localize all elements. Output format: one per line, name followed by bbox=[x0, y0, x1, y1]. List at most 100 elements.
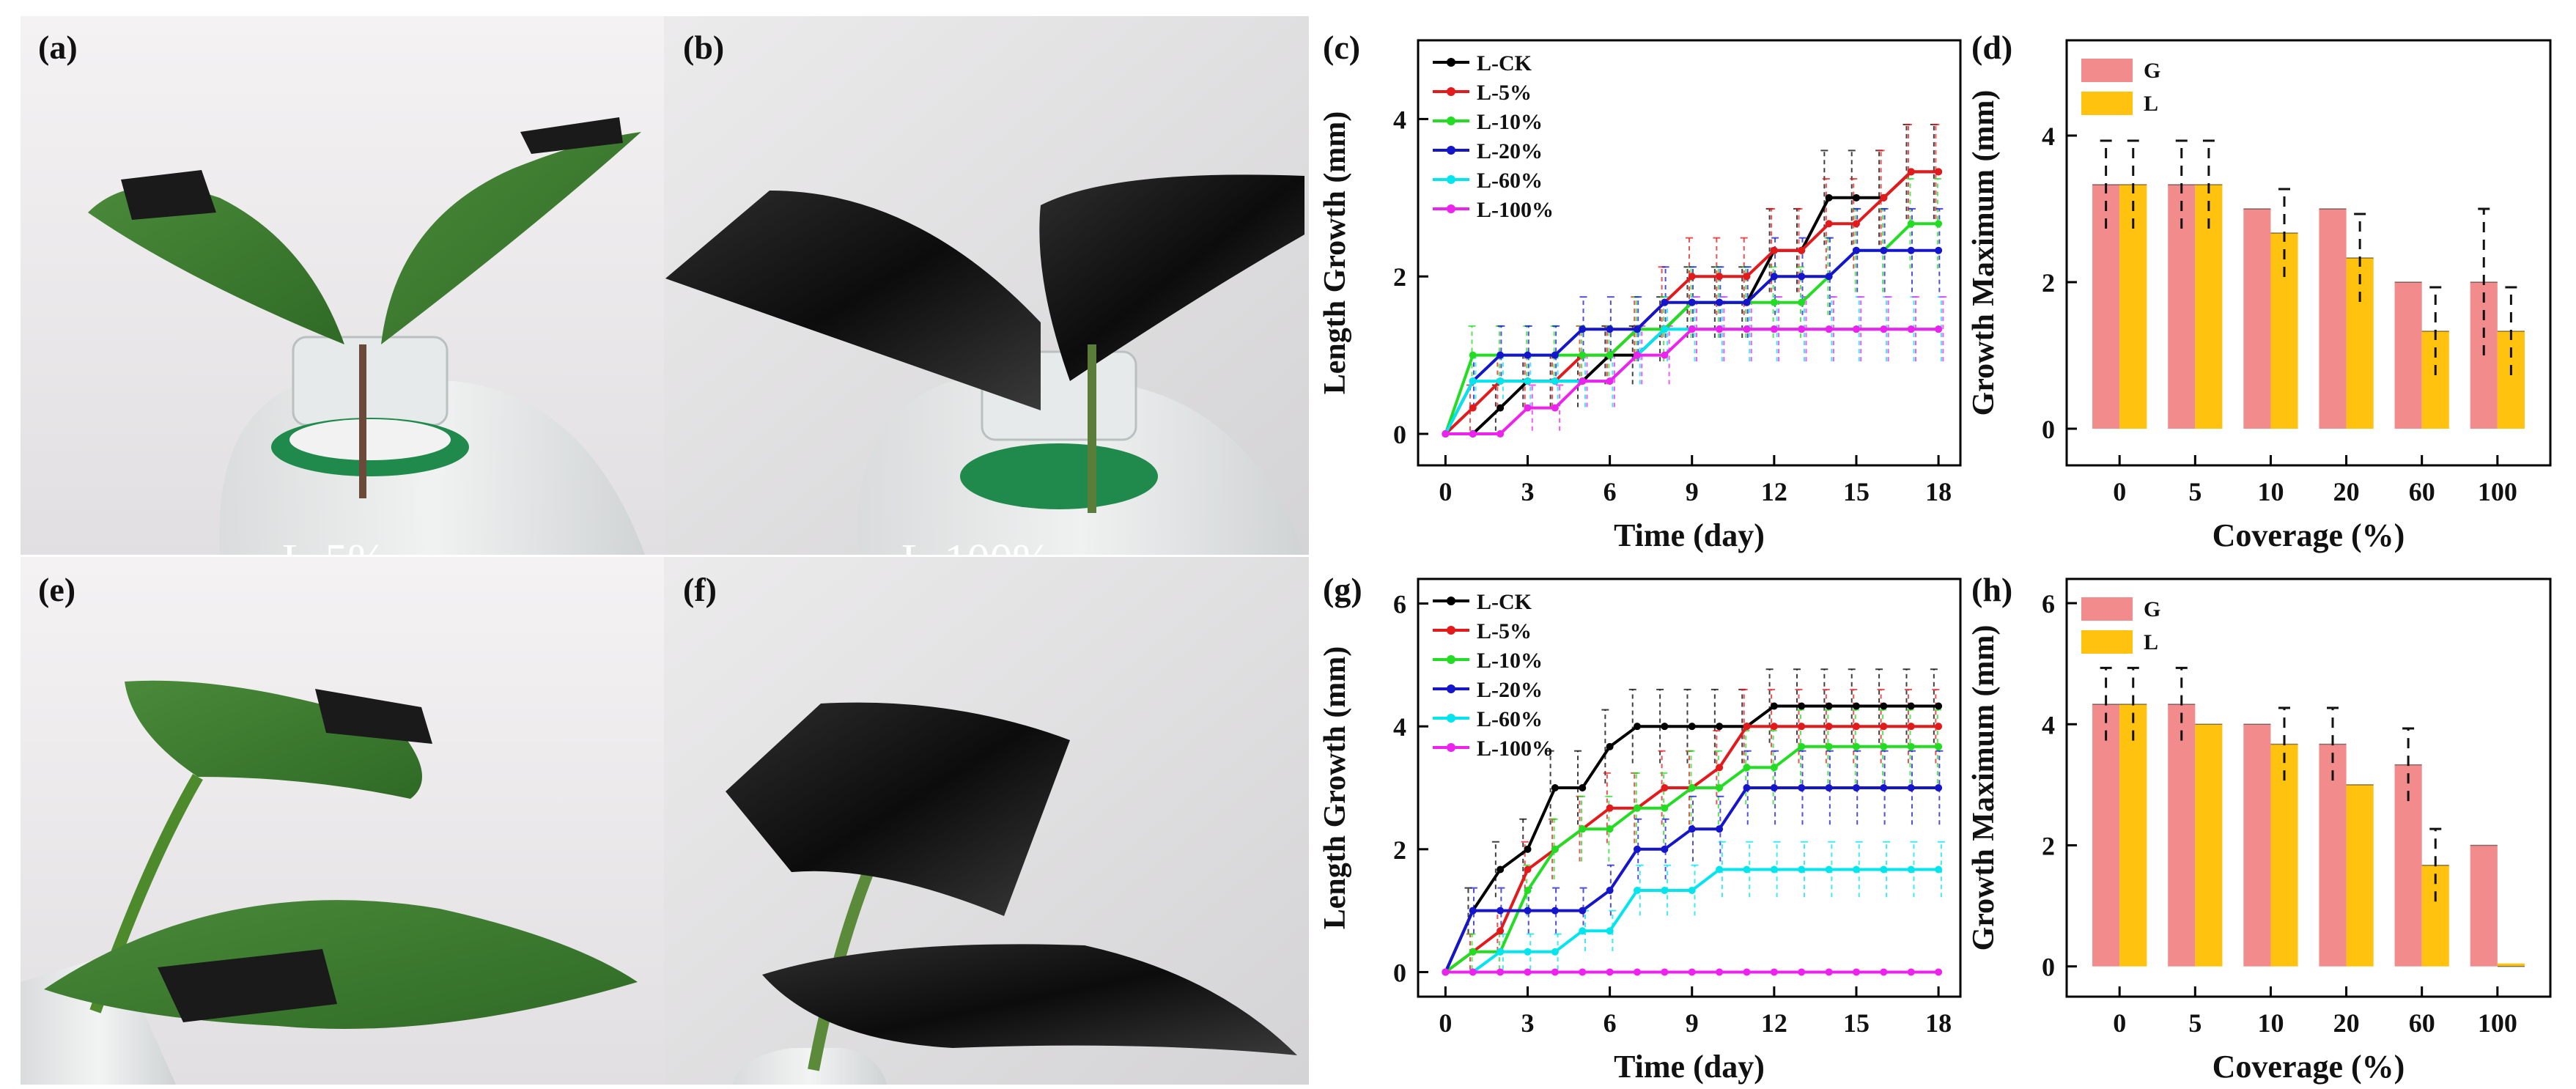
x-tick-label: 100 bbox=[2478, 1008, 2517, 1038]
series-line-L-20% bbox=[1444, 786, 1939, 973]
film-patch-e-bottom bbox=[158, 949, 337, 1022]
data-point-L-20% bbox=[1579, 907, 1587, 915]
photo-b: (b) L-100% bbox=[664, 16, 1309, 586]
x-tick-label: 9 bbox=[1686, 477, 1699, 506]
data-point-L-60% bbox=[1579, 927, 1587, 935]
photo-a: (a) L-5% bbox=[21, 16, 664, 586]
y-axis-title: Length Growth (mm) bbox=[1318, 646, 1352, 930]
data-point-L-5% bbox=[1880, 723, 1888, 731]
data-point-L-60% bbox=[1496, 948, 1505, 956]
data-point-L-20% bbox=[1770, 273, 1778, 281]
legend-marker-L-5% bbox=[1447, 626, 1455, 635]
data-point-L-10% bbox=[1606, 825, 1614, 833]
x-tick-label: 12 bbox=[1761, 1008, 1787, 1038]
x-tick-label: 0 bbox=[2113, 477, 2126, 506]
x-tick-label: 6 bbox=[1603, 477, 1617, 506]
data-point-L-100% bbox=[1442, 968, 1450, 976]
y-tick-label: 4 bbox=[2042, 710, 2055, 739]
data-point-L-20% bbox=[1825, 784, 1833, 791]
data-point-L-5% bbox=[1907, 723, 1915, 731]
y-tick-label: 0 bbox=[1393, 958, 1406, 987]
data-point-L-100% bbox=[1935, 325, 1943, 333]
data-point-L-5% bbox=[1880, 193, 1888, 202]
data-point-L-100% bbox=[1825, 325, 1833, 333]
data-point-L-20% bbox=[1907, 246, 1915, 254]
data-point-L-10% bbox=[1606, 351, 1614, 359]
y-axis-title: Growth Maximum (mm) bbox=[1967, 625, 2001, 951]
legend-label-L-5%: L-5% bbox=[1477, 81, 1532, 105]
legend-marker-L-20% bbox=[1447, 146, 1455, 155]
data-point-L-CK bbox=[1606, 742, 1614, 750]
data-point-L-20% bbox=[1606, 325, 1614, 333]
x-tick-label: 18 bbox=[1925, 1008, 1952, 1038]
data-point-L-100% bbox=[1798, 968, 1806, 976]
data-point-L-20% bbox=[1716, 825, 1724, 833]
x-tick-label: 10 bbox=[2257, 1008, 2284, 1038]
bar-G bbox=[2168, 704, 2196, 967]
data-point-L-60% bbox=[1907, 865, 1915, 874]
data-point-L-10% bbox=[1551, 845, 1559, 853]
x-tick-label: 6 bbox=[1603, 1008, 1617, 1038]
data-point-L-5% bbox=[1716, 764, 1724, 772]
data-point-L-5% bbox=[1935, 723, 1943, 731]
data-point-L-60% bbox=[1524, 377, 1532, 385]
data-point-L-CK bbox=[1661, 723, 1669, 731]
leaf-a-left bbox=[88, 186, 344, 344]
legend-marker-L-100% bbox=[1447, 204, 1455, 213]
photo-a-label: (a) bbox=[38, 29, 78, 66]
legend-label-L-10%: L-10% bbox=[1477, 110, 1543, 134]
film-patch-a-right bbox=[520, 117, 623, 154]
bottle-cap-ring-b bbox=[960, 443, 1158, 509]
bar-G bbox=[2319, 209, 2347, 429]
data-point-L-5% bbox=[1825, 220, 1833, 228]
x-tick-label: 12 bbox=[1761, 477, 1787, 506]
data-point-L-20% bbox=[1606, 886, 1614, 894]
data-point-L-20% bbox=[1852, 246, 1860, 254]
legend-swatch-G bbox=[2081, 59, 2133, 82]
data-point-L-60% bbox=[1524, 948, 1532, 956]
data-point-L-5% bbox=[1661, 784, 1669, 791]
data-point-L-20% bbox=[1743, 298, 1751, 306]
x-tick-label: 5 bbox=[2188, 1008, 2202, 1038]
data-point-L-5% bbox=[1935, 168, 1943, 176]
data-point-L-60% bbox=[1661, 325, 1669, 333]
data-point-L-CK bbox=[1852, 702, 1860, 710]
data-point-L-10% bbox=[1661, 804, 1669, 812]
data-point-L-CK bbox=[1496, 865, 1505, 874]
data-point-L-60% bbox=[1798, 865, 1806, 874]
data-point-L-100% bbox=[1524, 404, 1532, 412]
data-point-L-60% bbox=[1770, 865, 1778, 874]
data-point-L-5% bbox=[1852, 723, 1860, 731]
data-point-L-10% bbox=[1798, 298, 1806, 306]
data-point-L-100% bbox=[1551, 404, 1559, 412]
data-point-L-5% bbox=[1716, 273, 1724, 281]
data-point-L-10% bbox=[1743, 764, 1751, 772]
legend-label-G: G bbox=[2144, 597, 2160, 621]
data-point-L-CK bbox=[1496, 404, 1505, 412]
bar-L bbox=[2421, 331, 2449, 429]
data-point-L-5% bbox=[1852, 220, 1860, 228]
film-b-left-top bbox=[665, 191, 1041, 410]
y-tick-label: 6 bbox=[2042, 589, 2055, 619]
y-tick-label: 4 bbox=[1393, 105, 1406, 134]
y-tick-label: 2 bbox=[1393, 262, 1406, 292]
data-point-L-100% bbox=[1524, 968, 1532, 976]
data-point-L-5% bbox=[1770, 723, 1778, 731]
data-point-L-100% bbox=[1688, 325, 1696, 333]
data-point-L-20% bbox=[1469, 907, 1477, 915]
data-point-L-100% bbox=[1633, 351, 1641, 359]
data-point-L-20% bbox=[1688, 298, 1696, 306]
x-axis-title: Coverage (%) bbox=[2213, 517, 2405, 553]
data-point-L-5% bbox=[1469, 404, 1477, 412]
legend-label-L: L bbox=[2144, 92, 2158, 116]
data-point-L-20% bbox=[1852, 784, 1860, 791]
series-line-L-60% bbox=[1444, 328, 1939, 435]
data-point-L-20% bbox=[1524, 351, 1532, 359]
data-point-L-60% bbox=[1688, 886, 1696, 894]
photo-e: (e) bbox=[21, 557, 664, 1085]
data-point-L-5% bbox=[1743, 273, 1751, 281]
data-point-L-100% bbox=[1716, 968, 1724, 976]
data-point-L-10% bbox=[1770, 298, 1778, 306]
leaf-a-right bbox=[381, 132, 641, 344]
data-point-L-20% bbox=[1633, 845, 1641, 853]
